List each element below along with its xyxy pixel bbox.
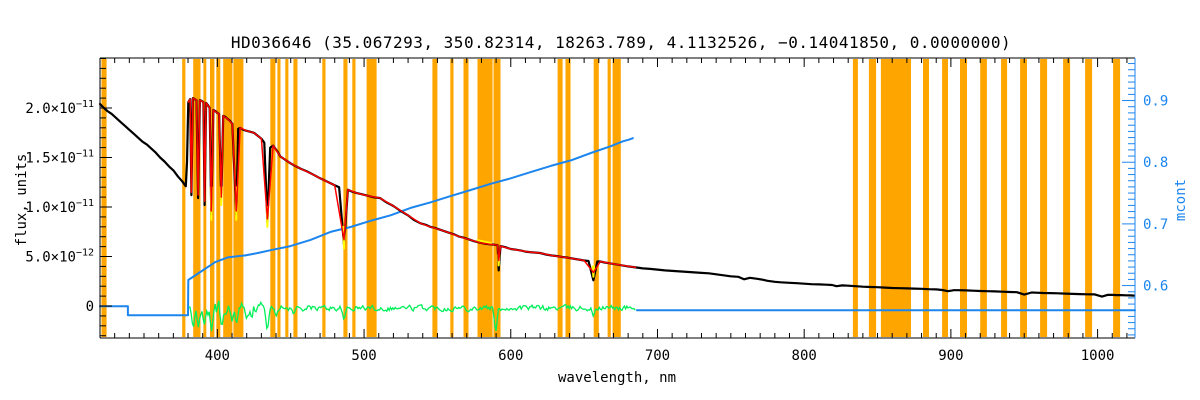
masked-region-band	[182, 59, 186, 337]
masked-region-band	[101, 59, 107, 337]
residual-trace	[188, 300, 636, 332]
x-tick-label: 400	[205, 348, 230, 364]
mcont-tick-label: 0.6	[1143, 279, 1168, 295]
fit-curve-yellow	[476, 239, 492, 245]
masked-region-band	[493, 59, 501, 337]
masked-region-band	[942, 59, 948, 337]
masked-region-band	[565, 59, 571, 337]
masked-region-band	[285, 59, 289, 337]
x-tick-label: 700	[645, 348, 670, 364]
masked-region-band	[1085, 59, 1093, 337]
fit-curve-yellow	[591, 265, 596, 278]
masked-region-band	[1063, 59, 1071, 337]
residual-curve-green	[188, 300, 636, 332]
mcont-curves	[99, 137, 1136, 317]
masked-region-band	[233, 59, 244, 337]
masked-region-band	[923, 59, 929, 337]
masked-region-band	[477, 59, 493, 337]
masked-region-band	[1020, 59, 1027, 337]
masked-region-band	[322, 59, 326, 337]
masked-region-band	[852, 59, 858, 337]
masked-region-band	[960, 59, 967, 337]
x-tick-label: 800	[792, 348, 817, 364]
masked-region-band	[270, 59, 276, 337]
axes	[99, 57, 1136, 339]
flux-tick-label: 2.0×10−11	[25, 99, 94, 117]
masked-region-band	[450, 59, 454, 337]
masked-regions	[101, 59, 1121, 337]
masked-region-band	[293, 59, 298, 337]
flux-tick-label: 5.0×10−12	[25, 248, 94, 266]
masked-region-band	[868, 59, 877, 337]
masked-region-band	[277, 59, 281, 337]
masked-region-band	[366, 59, 377, 337]
mcont-tick-label: 0.8	[1143, 155, 1168, 171]
flux-tick-label: 1.0×10−11	[25, 198, 94, 216]
tick-labels: 400 500 600 700 800 900 1000 0 5.0×10−12 1.0×10−1…	[25, 94, 1168, 364]
masked-region-band	[432, 59, 438, 337]
mcont-axis-name: mcont	[1173, 178, 1189, 222]
x-tick-label: 500	[351, 348, 376, 364]
x-tick-label: 600	[498, 348, 523, 364]
masked-region-band	[352, 59, 356, 337]
fit-curve-red	[187, 97, 637, 274]
fit-red	[187, 97, 637, 274]
masked-region-band	[1113, 59, 1121, 337]
masked-region-band	[612, 59, 621, 337]
flux-tick-label: 1.5×10−11	[25, 149, 94, 167]
masked-region-band	[193, 59, 201, 337]
flux-axis-name: flux, units	[14, 153, 30, 247]
masked-region-band	[607, 59, 611, 337]
plot-title: HD036646 (35.067293, 350.82314, 18263.78…	[230, 33, 1012, 52]
masked-region-band	[343, 59, 348, 337]
masked-region-band	[463, 59, 469, 337]
masked-region-band	[880, 59, 911, 337]
mcont-curve-rising	[99, 137, 634, 317]
x-tick-label: 1000	[1081, 348, 1115, 364]
masked-region-band	[557, 59, 563, 337]
flux-tick-label: 0	[86, 299, 94, 315]
masked-region-band	[1040, 59, 1048, 337]
mcont-tick-label: 0.7	[1143, 217, 1168, 233]
masked-region-band	[1001, 59, 1008, 337]
masked-region-band	[980, 59, 987, 337]
mcont-tick-label: 0.9	[1143, 94, 1168, 110]
masked-region-band	[216, 59, 221, 337]
x-axis-name: wavelength, nm	[557, 370, 677, 386]
x-tick-label: 900	[938, 348, 963, 364]
masked-region-band	[593, 59, 599, 337]
masked-region-band	[223, 59, 233, 337]
